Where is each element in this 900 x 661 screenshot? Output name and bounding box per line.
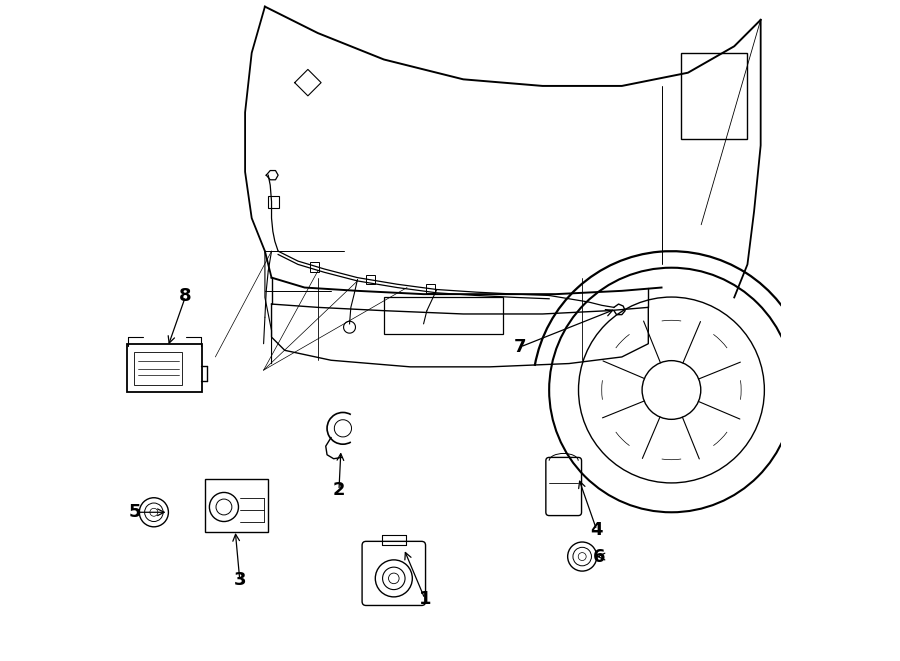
- Text: 2: 2: [333, 481, 346, 500]
- Text: 8: 8: [179, 287, 192, 305]
- Text: 1: 1: [418, 590, 431, 608]
- Text: 4: 4: [590, 521, 603, 539]
- Text: 5: 5: [129, 503, 141, 522]
- Text: 7: 7: [514, 338, 526, 356]
- Text: 3: 3: [234, 571, 246, 590]
- Text: 6: 6: [593, 547, 606, 566]
